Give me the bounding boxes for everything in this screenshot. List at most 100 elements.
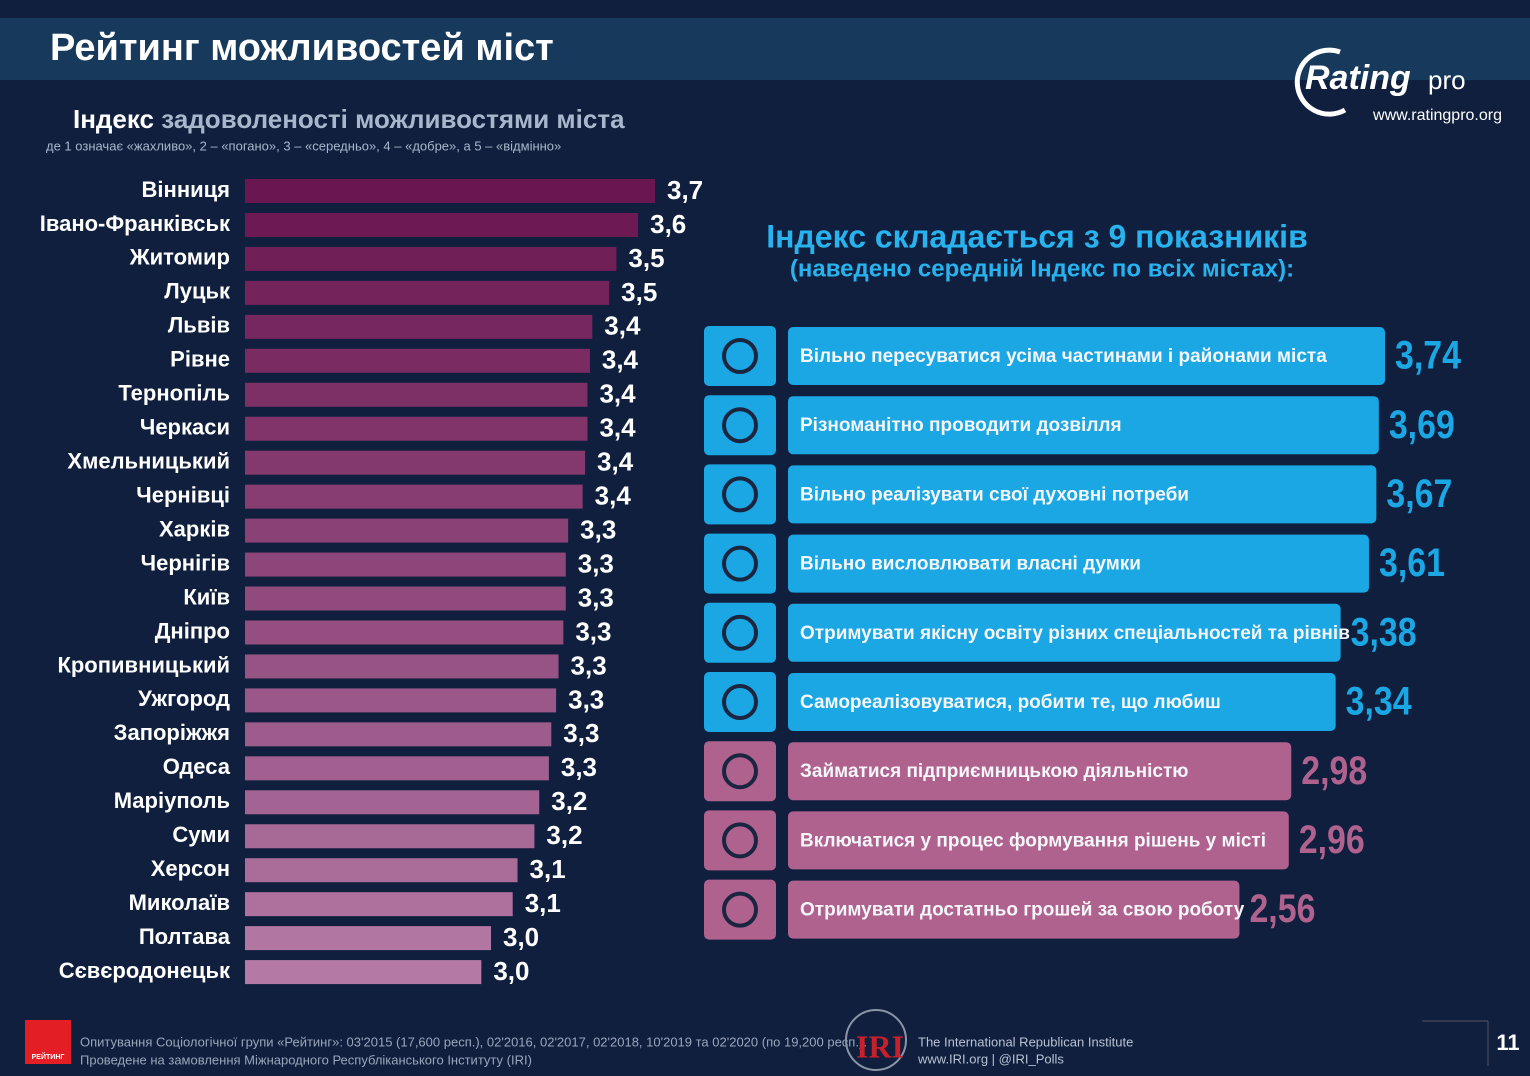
footer-line: Опитування Соціологічної групи «Рейтинг»…	[80, 1034, 867, 1049]
bar	[245, 620, 564, 645]
category-label: Самореалізовуватися, робити те, що любиш	[800, 692, 1221, 713]
bar	[245, 722, 552, 747]
icon	[722, 614, 758, 651]
bar	[788, 534, 1369, 593]
icon-box	[704, 741, 776, 802]
value-label: 3,3	[578, 582, 614, 612]
logo-arc	[1294, 47, 1347, 117]
bar	[788, 327, 1385, 385]
icon	[722, 407, 758, 444]
bar	[245, 756, 549, 781]
footer: РЕЙТИНГ Опитування Соціологічної групи «…	[25, 1009, 1520, 1071]
value-label: 3,4	[602, 345, 639, 375]
category-label: Займатися підприємницькою діяльністю	[800, 761, 1188, 782]
title-bar	[0, 18, 1530, 80]
bar	[245, 179, 655, 203]
logo-url: www.ratingpro.org	[1372, 107, 1502, 124]
category-label: Хмельницький	[67, 448, 230, 473]
bar	[245, 280, 610, 305]
value-label: 3,2	[551, 786, 587, 816]
logo-suffix: pro	[1428, 65, 1466, 95]
category-label: Львів	[168, 313, 230, 338]
bar	[245, 688, 557, 713]
value-label: 3,1	[530, 854, 566, 884]
value-label: 3,4	[599, 413, 636, 443]
charts: Вінниця 3,7 Івано-Франківськ 3,6 Житомир 3,5 Л…	[40, 175, 1462, 986]
category-label: Кропивницький	[57, 652, 230, 677]
category-label: Чернігів	[141, 550, 230, 575]
icon	[722, 338, 758, 374]
category-label: Київ	[183, 584, 230, 609]
panel-title: Індекс складається з 9 показників	[766, 218, 1307, 254]
category-label: Запоріжжя	[114, 720, 230, 745]
bar	[245, 484, 583, 509]
value-label: 3,3	[563, 718, 599, 748]
value-label: 2,56	[1249, 887, 1315, 931]
value-label: 3,5	[628, 243, 664, 273]
icon	[722, 891, 758, 928]
category-label: Вінниця	[142, 177, 230, 202]
icon	[722, 822, 758, 859]
value-label: 3,3	[575, 616, 611, 646]
category-label: Вільно реалізувати свої духовні потреби	[800, 484, 1189, 505]
icon-box	[704, 810, 776, 871]
icon-box	[704, 533, 776, 594]
value-label: 3,0	[493, 956, 529, 986]
iri-name: The International Republican Institute	[918, 1034, 1133, 1049]
chart-title-lead: Індекс	[73, 104, 154, 134]
category-label: Черкаси	[140, 415, 230, 440]
bar	[788, 880, 1240, 939]
bar	[245, 348, 590, 373]
value-label: 3,4	[595, 481, 632, 511]
value-label: 3,3	[578, 548, 614, 578]
page-number: 11	[1496, 1030, 1519, 1055]
icon-box	[704, 395, 776, 456]
value-label: 3,4	[599, 379, 636, 409]
category-label: Різноманітно проводити дозвілля	[800, 415, 1122, 436]
category-label: Чернівці	[136, 482, 230, 507]
bar	[788, 465, 1377, 524]
category-label: Луцьк	[164, 279, 231, 304]
value-label: 3,67	[1386, 472, 1452, 516]
value-label: 3,69	[1389, 403, 1455, 447]
bar	[245, 382, 588, 407]
category-label: Івано-Франківськ	[40, 211, 231, 236]
category-label: Отримувати якісну освіту різних спеціаль…	[800, 623, 1350, 644]
value-label: 3,4	[604, 311, 641, 341]
value-label: 2,96	[1299, 818, 1365, 862]
value-label: 3,3	[580, 514, 616, 544]
category-label: Маріуполь	[114, 788, 230, 813]
icon-box	[704, 672, 776, 732]
icon-box	[704, 326, 776, 386]
category-label: Херсон	[151, 856, 230, 881]
value-label: 3,2	[546, 820, 582, 850]
bar	[245, 586, 566, 611]
category-label: Рівне	[170, 347, 230, 372]
bar	[245, 212, 639, 237]
bar	[245, 858, 518, 883]
value-label: 3,4	[597, 447, 634, 477]
value-label: 3,1	[525, 888, 561, 918]
icon	[722, 476, 758, 513]
bar	[245, 824, 535, 849]
icon-box	[704, 879, 776, 940]
brand-label: РЕЙТИНГ	[32, 1052, 65, 1061]
category-label: Включатися у процес формування рішень у …	[800, 830, 1266, 851]
bar	[788, 603, 1341, 662]
iri-links: www.IRI.org | @IRI_Polls	[917, 1051, 1064, 1066]
brand-box	[25, 1020, 71, 1064]
value-label: 3,7	[667, 175, 703, 205]
bar	[245, 654, 559, 679]
value-label: 3,6	[650, 209, 686, 239]
icon	[722, 753, 758, 790]
icon-box	[704, 602, 776, 663]
category-label: Суми	[172, 822, 230, 847]
icon-box	[704, 464, 776, 525]
category-label: Ужгород	[138, 686, 230, 711]
bar	[245, 552, 566, 577]
value-label: 3,3	[568, 684, 604, 714]
value-label: 3,74	[1395, 334, 1462, 378]
bar	[245, 790, 540, 815]
panel-subtitle: (наведено середній Індекс по всіх містах…	[790, 255, 1294, 282]
